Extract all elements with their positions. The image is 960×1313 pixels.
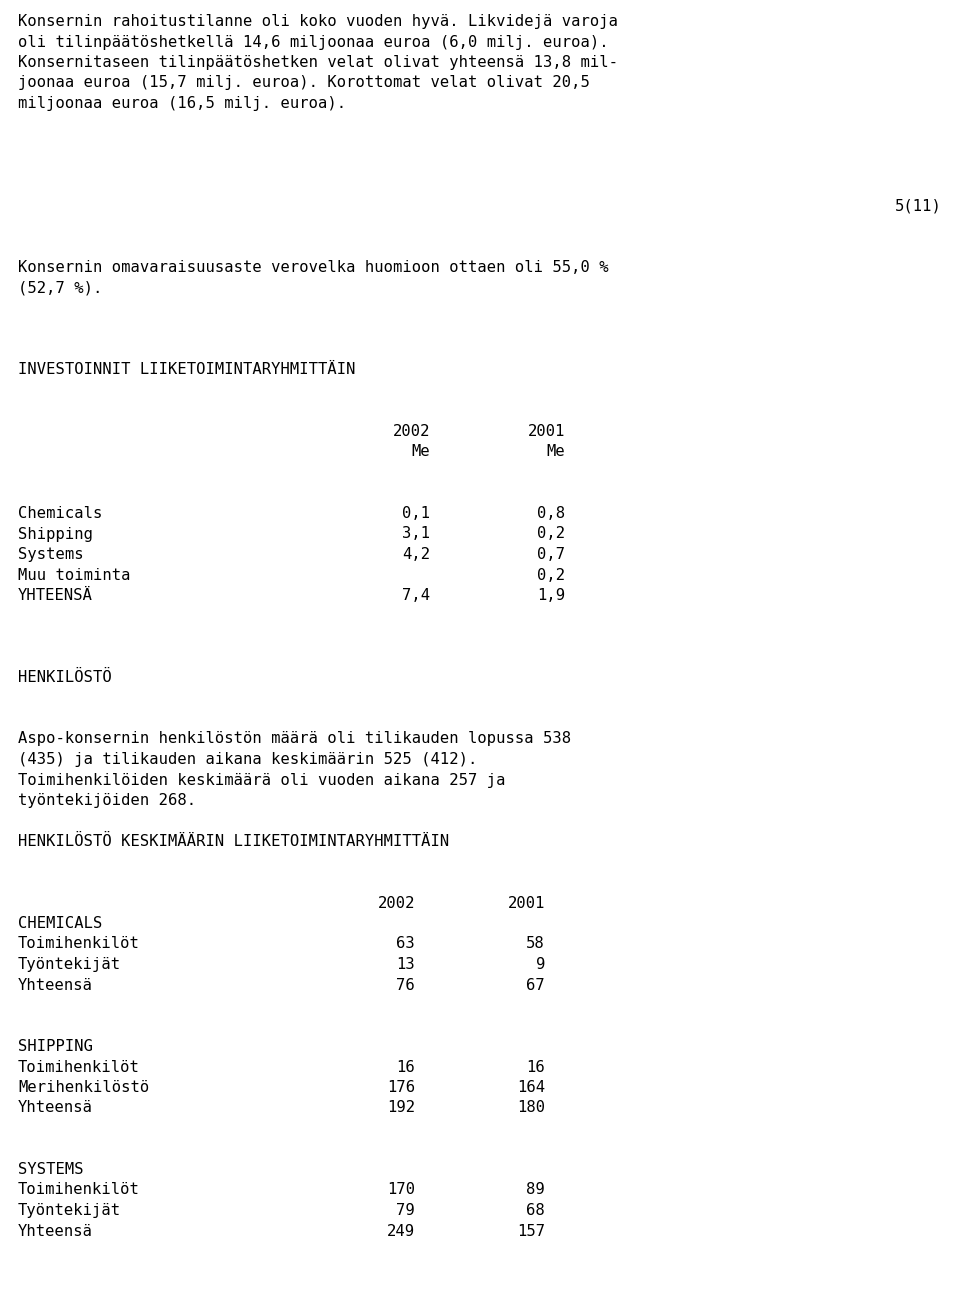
Text: 67: 67 [526,977,545,993]
Text: 4,2: 4,2 [402,548,430,562]
Text: Työntekijät: Työntekijät [18,957,121,972]
Text: Merihenkilöstö: Merihenkilöstö [18,1081,149,1095]
Text: (52,7 %).: (52,7 %). [18,281,103,295]
Text: SYSTEMS: SYSTEMS [18,1162,84,1176]
Text: 13: 13 [396,957,415,972]
Text: 0,7: 0,7 [537,548,565,562]
Text: Muu toiminta: Muu toiminta [18,567,131,583]
Text: Systems: Systems [18,548,84,562]
Text: miljoonaa euroa (16,5 milj. euroa).: miljoonaa euroa (16,5 milj. euroa). [18,96,347,112]
Text: 68: 68 [526,1203,545,1218]
Text: 2001: 2001 [508,895,545,910]
Text: 164: 164 [516,1081,545,1095]
Text: Chemicals: Chemicals [18,506,103,521]
Text: INVESTOINNIT LIIKETOIMINTARYHMITTÄIN: INVESTOINNIT LIIKETOIMINTARYHMITTÄIN [18,362,355,378]
Text: Konsernitaseen tilinpäätöshetken velat olivat yhteensä 13,8 mil-: Konsernitaseen tilinpäätöshetken velat o… [18,55,618,70]
Text: Aspo-konsernin henkilöstön määrä oli tilikauden lopussa 538: Aspo-konsernin henkilöstön määrä oli til… [18,731,571,747]
Text: Me: Me [411,445,430,460]
Text: Työntekijät: Työntekijät [18,1203,121,1218]
Text: 89: 89 [526,1183,545,1197]
Text: YHTEENSÄ: YHTEENSÄ [18,588,93,603]
Text: Yhteensä: Yhteensä [18,1224,93,1238]
Text: 5(11): 5(11) [895,198,942,214]
Text: oli tilinpäätöshetkellä 14,6 miljoonaa euroa (6,0 milj. euroa).: oli tilinpäätöshetkellä 14,6 miljoonaa e… [18,34,609,50]
Text: 3,1: 3,1 [402,527,430,541]
Text: Toimihenkilöt: Toimihenkilöt [18,1183,140,1197]
Text: Me: Me [546,445,565,460]
Text: 176: 176 [387,1081,415,1095]
Text: 16: 16 [396,1060,415,1074]
Text: Shipping: Shipping [18,527,93,541]
Text: 0,2: 0,2 [537,567,565,583]
Text: Toimihenkilöt: Toimihenkilöt [18,936,140,952]
Text: Toimihenkilöt: Toimihenkilöt [18,1060,140,1074]
Text: 9: 9 [536,957,545,972]
Text: SHIPPING: SHIPPING [18,1039,93,1054]
Text: 2002: 2002 [377,895,415,910]
Text: Konsernin omavaraisuusaste verovelka huomioon ottaen oli 55,0 %: Konsernin omavaraisuusaste verovelka huo… [18,260,609,274]
Text: 0,2: 0,2 [537,527,565,541]
Text: työntekijöiden 268.: työntekijöiden 268. [18,793,196,807]
Text: 16: 16 [526,1060,545,1074]
Text: 180: 180 [516,1100,545,1116]
Text: Konsernin rahoitustilanne oli koko vuoden hyvä. Likvidejä varoja: Konsernin rahoitustilanne oli koko vuode… [18,14,618,29]
Text: Yhteensä: Yhteensä [18,1100,93,1116]
Text: HENKILÖSTÖ: HENKILÖSTÖ [18,670,111,685]
Text: 0,8: 0,8 [537,506,565,521]
Text: Yhteensä: Yhteensä [18,977,93,993]
Text: 76: 76 [396,977,415,993]
Text: Toimihenkilöiden keskimäärä oli vuoden aikana 257 ja: Toimihenkilöiden keskimäärä oli vuoden a… [18,772,506,788]
Text: 1,9: 1,9 [537,588,565,603]
Text: 157: 157 [516,1224,545,1238]
Text: 0,1: 0,1 [402,506,430,521]
Text: (435) ja tilikauden aikana keskimäärin 525 (412).: (435) ja tilikauden aikana keskimäärin 5… [18,752,477,767]
Text: 7,4: 7,4 [402,588,430,603]
Text: 63: 63 [396,936,415,952]
Text: 2002: 2002 [393,424,430,439]
Text: HENKILÖSTÖ KESKIMÄÄRIN LIIKETOIMINTARYHMITTÄIN: HENKILÖSTÖ KESKIMÄÄRIN LIIKETOIMINTARYHM… [18,834,449,850]
Text: joonaa euroa (15,7 milj. euroa). Korottomat velat olivat 20,5: joonaa euroa (15,7 milj. euroa). Korotto… [18,76,589,91]
Text: CHEMICALS: CHEMICALS [18,916,103,931]
Text: 249: 249 [387,1224,415,1238]
Text: 79: 79 [396,1203,415,1218]
Text: 170: 170 [387,1183,415,1197]
Text: 2001: 2001 [527,424,565,439]
Text: 58: 58 [526,936,545,952]
Text: 192: 192 [387,1100,415,1116]
